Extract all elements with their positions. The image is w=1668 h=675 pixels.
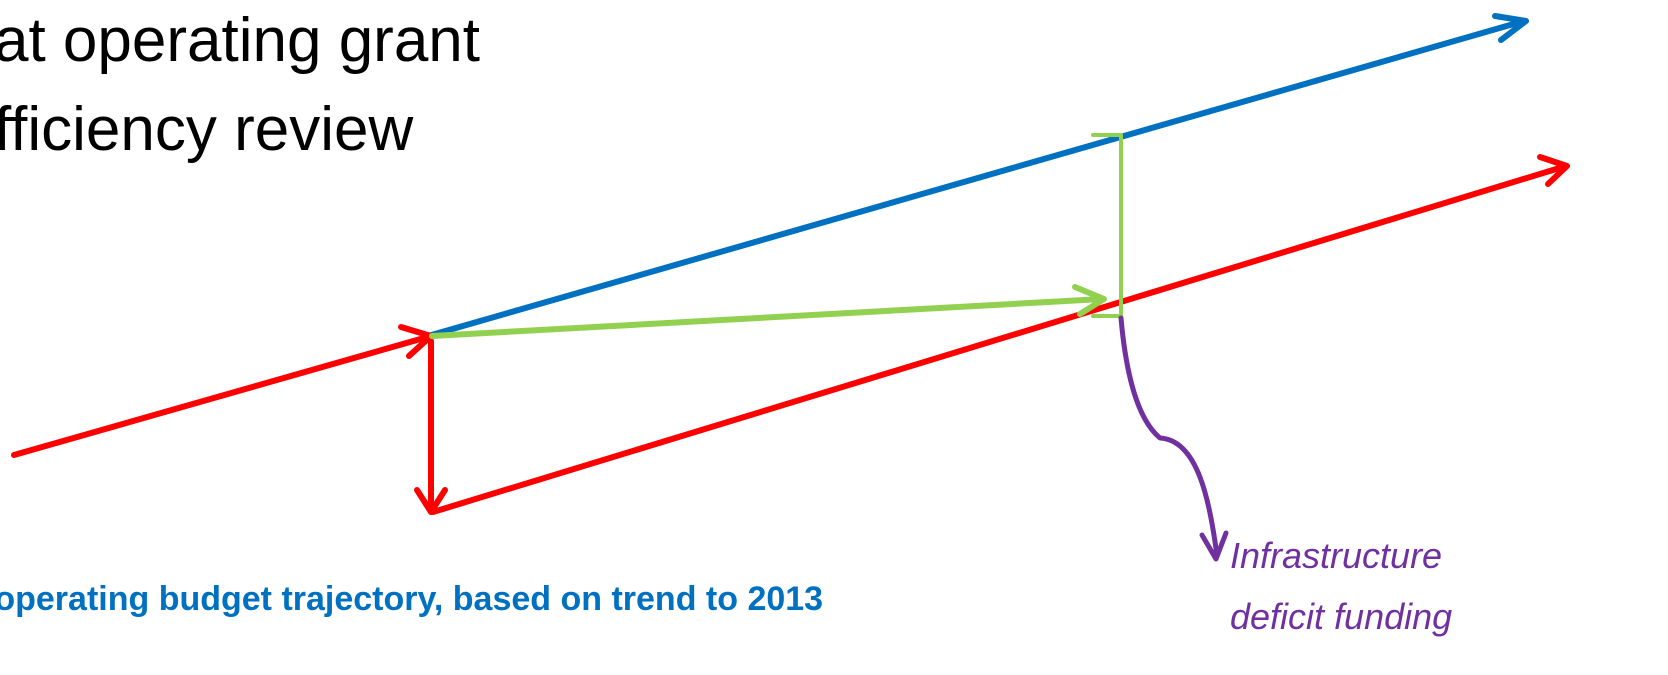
green-arrowhead-icon — [1072, 284, 1107, 317]
blue-arrowhead-icon — [1492, 13, 1529, 43]
slide-title-line-1: at operating grant — [0, 6, 481, 75]
slide-title-line-2: fficiency review — [0, 95, 414, 164]
infrastructure-gap-bracket — [1091, 133, 1123, 318]
purple-callout-arrow — [1118, 315, 1220, 559]
red-arrowhead-icon — [1537, 154, 1570, 187]
budget-trajectory-footer: s operating budget trajectory, based on … — [0, 580, 824, 618]
purple-arrowhead-icon — [1199, 530, 1229, 562]
green-efficiency-line — [429, 296, 1105, 339]
blue-trajectory-line — [425, 18, 1527, 339]
red-reduced-trajectory-line — [430, 163, 1569, 515]
infrastructure-caption-line-1: Infrastructure — [1230, 535, 1443, 576]
red-historical-trend-line — [11, 333, 434, 458]
infrastructure-caption-line-2: deficit funding — [1230, 596, 1453, 637]
